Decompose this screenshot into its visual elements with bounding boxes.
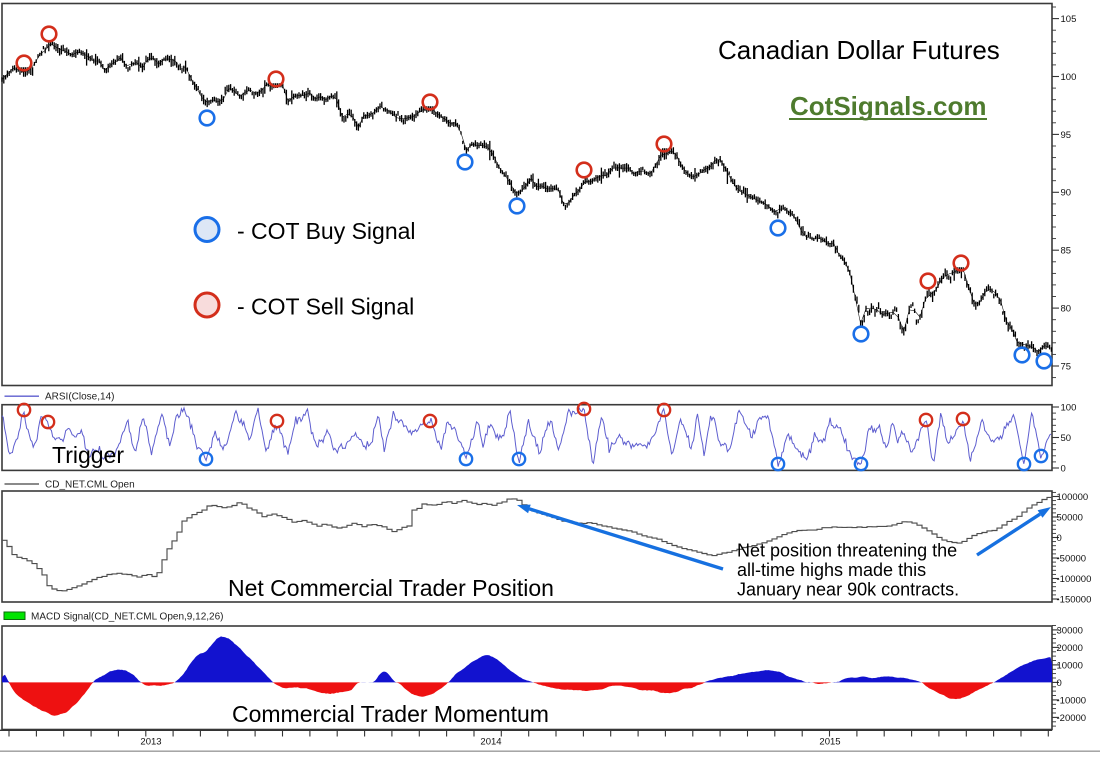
svg-text:0: 0 xyxy=(1057,678,1062,689)
svg-text:ARSI(Close,14): ARSI(Close,14) xyxy=(45,392,114,403)
svg-text:10000: 10000 xyxy=(1057,660,1083,671)
svg-text:100000: 100000 xyxy=(1057,492,1089,503)
svg-text:50000: 50000 xyxy=(1057,512,1083,523)
svg-text:- COT Buy Signal: - COT Buy Signal xyxy=(237,218,416,244)
svg-text:95: 95 xyxy=(1061,130,1072,141)
svg-text:0: 0 xyxy=(1057,533,1062,544)
svg-text:Net position threatening the: Net position threatening the xyxy=(737,541,957,561)
svg-text:30000: 30000 xyxy=(1057,625,1083,636)
svg-text:85: 85 xyxy=(1061,246,1072,257)
svg-text:Net Commercial Trader Position: Net Commercial Trader Position xyxy=(228,575,554,601)
svg-text:2013: 2013 xyxy=(140,737,161,748)
svg-text:80: 80 xyxy=(1061,304,1072,315)
svg-text:all-time highs made this: all-time highs made this xyxy=(737,560,926,580)
svg-text:100: 100 xyxy=(1061,72,1077,83)
svg-text:-20000: -20000 xyxy=(1057,713,1087,724)
svg-text:Canadian Dollar Futures: Canadian Dollar Futures xyxy=(718,35,1000,65)
svg-text:50: 50 xyxy=(1061,433,1072,444)
svg-text:0: 0 xyxy=(1061,463,1066,474)
svg-text:-100000: -100000 xyxy=(1057,574,1092,585)
svg-text:- COT Sell Signal: - COT Sell Signal xyxy=(237,294,414,320)
svg-text:January near 90k contracts.: January near 90k contracts. xyxy=(737,580,959,600)
svg-text:-150000: -150000 xyxy=(1057,594,1092,605)
svg-text:CotSignals.com: CotSignals.com xyxy=(790,91,986,121)
svg-text:CD_NET.CML Open: CD_NET.CML Open xyxy=(45,480,135,491)
svg-text:-50000: -50000 xyxy=(1057,553,1087,564)
svg-text:Trigger: Trigger xyxy=(52,442,124,468)
svg-text:2015: 2015 xyxy=(819,737,840,748)
svg-text:Commercial Trader Momentum: Commercial Trader Momentum xyxy=(232,701,549,727)
svg-text:MACD Signal(CD_NET.CML Open,9,: MACD Signal(CD_NET.CML Open,9,12,26) xyxy=(31,612,223,623)
svg-text:2014: 2014 xyxy=(480,737,501,748)
svg-text:100: 100 xyxy=(1061,402,1077,413)
svg-text:90: 90 xyxy=(1061,188,1072,199)
svg-text:-10000: -10000 xyxy=(1057,695,1087,706)
svg-text:75: 75 xyxy=(1061,361,1072,372)
svg-text:105: 105 xyxy=(1061,14,1077,25)
svg-text:20000: 20000 xyxy=(1057,643,1083,654)
